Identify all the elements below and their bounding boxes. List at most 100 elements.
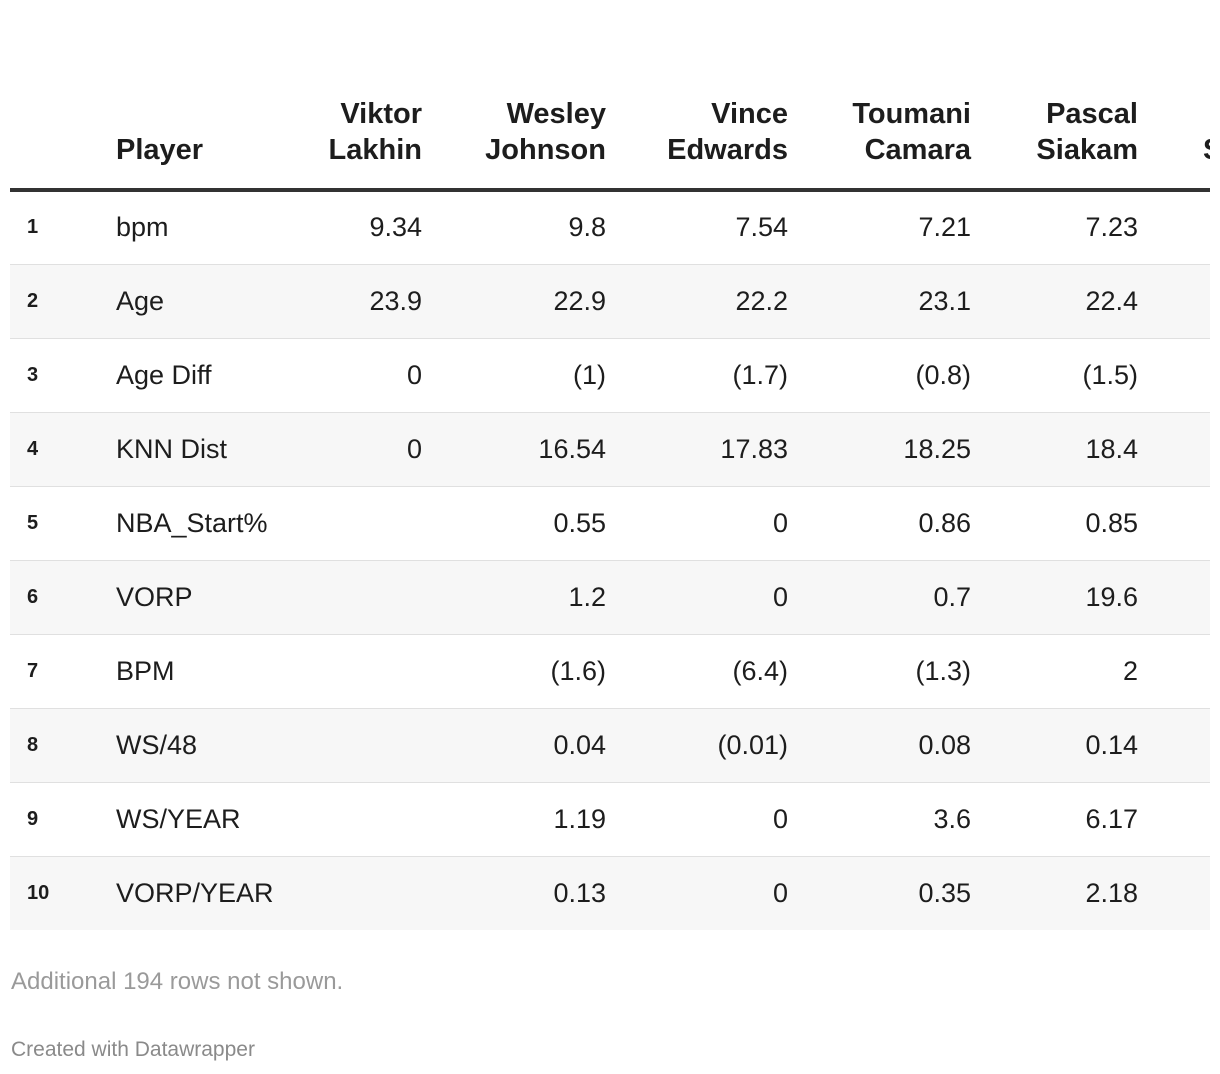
cell-viktor-lakhin (260, 782, 422, 857)
cell-viktor-lakhin (260, 486, 422, 561)
cell-pascal-siakam: 2 (971, 634, 1138, 709)
cell-pascal-siakam: 18.4 (971, 412, 1138, 487)
column-header-pascal-siakam[interactable]: Pascal Siakam (971, 0, 1138, 192)
row-metric-label: VORP/YEAR (116, 877, 274, 908)
cell-viktor-lakhin: 0 (260, 412, 422, 487)
cell-cut-off (1138, 338, 1210, 413)
row-rank: 5 (10, 486, 70, 561)
table-body: 1 bpm 9.34 9.8 7.54 7.21 7.23 2 Age 23.9 22.9 22.2 2… (10, 190, 1210, 930)
cell-wesley-johnson: 0.13 (553, 877, 606, 908)
row-metric-label: KNN Dist (70, 412, 260, 487)
column-header-toumani-camara[interactable]: Toumani Camara (788, 0, 971, 192)
row-metric-label: NBA_Start% (70, 486, 268, 561)
cell-viktor-lakhin: 23.9 (260, 264, 422, 339)
datawrapper-credit[interactable]: Created with Datawrapper (11, 1038, 255, 1061)
cell-toumani-camara: 7.21 (788, 190, 971, 265)
cell-cut-off (1138, 412, 1210, 487)
cell-wesley-johnson: 1.19 (422, 782, 606, 857)
cell-cut-off (1138, 190, 1210, 265)
table-row: 10 VORP/YEAR 0.13 0 0.35 2.18 (10, 856, 1210, 930)
row-metric-label: WS/48 (70, 708, 260, 783)
row-rank: 7 (10, 634, 70, 709)
row-rank: 2 (10, 264, 70, 339)
cell-wesley-johnson: 9.8 (422, 190, 606, 265)
row-rank: 10 (27, 881, 50, 904)
cell-toumani-camara: 18.25 (788, 412, 971, 487)
cell-pascal-siakam: 2.18 (1085, 877, 1138, 908)
cell-cut-off (1138, 782, 1210, 857)
cell-wesley-johnson: (1) (422, 338, 606, 413)
cell-cut-off (1138, 856, 1210, 930)
cell-cut-off (1138, 560, 1210, 635)
row-metric-label: VORP (70, 560, 260, 635)
cell-toumani-camara: (0.8) (788, 338, 971, 413)
header-row: Player Viktor Lakhin Wesley Johnson Vinc… (10, 0, 1210, 192)
cell-toumani-camara: (1.3) (788, 634, 971, 709)
row-metric-label: BPM (70, 634, 260, 709)
cell-toumani-camara: 3.6 (788, 782, 971, 857)
cell-wesley-johnson: 0.55 (422, 486, 606, 561)
cell-wesley-johnson: 0.04 (422, 708, 606, 783)
cell-viktor-lakhin: 0 (260, 338, 422, 413)
table-row: 5 NBA_Start% 0.55 0 0.86 0.85 (10, 486, 1210, 561)
cell-vince-edwards: (0.01) (606, 708, 788, 783)
column-header-viktor-lakhin[interactable]: Viktor Lakhin (260, 0, 422, 192)
cell-pascal-siakam: 0.14 (971, 708, 1138, 783)
table-row: 1 bpm 9.34 9.8 7.54 7.21 7.23 (10, 190, 1210, 265)
cell-viktor-lakhin (260, 634, 422, 709)
table-row: 8 WS/48 0.04 (0.01) 0.08 0.14 (10, 708, 1210, 783)
cell-wesley-johnson: (1.6) (422, 634, 606, 709)
cell-viktor-lakhin (260, 708, 422, 783)
cell-vince-edwards: (1.7) (606, 338, 788, 413)
cell-wesley-johnson: 16.54 (422, 412, 606, 487)
table-header: Player Viktor Lakhin Wesley Johnson Vinc… (10, 0, 1210, 192)
table-notes: Additional 194 rows not shown. (11, 968, 344, 995)
table-row: 9 WS/YEAR 1.19 0 3.6 6.17 (10, 782, 1210, 857)
cell-toumani-camara: 0.7 (788, 560, 971, 635)
cell-vince-edwards: 0 (606, 782, 788, 857)
cell-toumani-camara: 0.08 (788, 708, 971, 783)
row-metric-label: WS/YEAR (70, 782, 260, 857)
cell-pascal-siakam: (1.5) (971, 338, 1138, 413)
player-comparison-table: Player Viktor Lakhin Wesley Johnson Vinc… (10, 0, 1210, 930)
row-rank: 3 (10, 338, 70, 413)
column-header-vince-edwards[interactable]: Vince Edwards (606, 0, 788, 192)
cell-pascal-siakam: 22.4 (971, 264, 1138, 339)
row-rank: 9 (10, 782, 70, 857)
rank-column-header[interactable] (10, 0, 70, 192)
row-metric-label: bpm (70, 190, 260, 265)
cell-wesley-johnson: 1.2 (422, 560, 606, 635)
player-column-header[interactable]: Player (70, 0, 260, 192)
cell-vince-edwards: 0 (606, 560, 788, 635)
cell-wesley-johnson: 22.9 (422, 264, 606, 339)
cell-pascal-siakam: 19.6 (971, 560, 1138, 635)
cell-viktor-lakhin (260, 856, 422, 930)
table-row: 6 VORP 1.2 0 0.7 19.6 (10, 560, 1210, 635)
table-row: 7 BPM (1.6) (6.4) (1.3) 2 (10, 634, 1210, 709)
cell-pascal-siakam: 0.85 (971, 486, 1138, 561)
row-metric-label: Age (70, 264, 260, 339)
row-rank: 1 (10, 190, 70, 265)
cell-toumani-camara: 0.86 (788, 486, 971, 561)
row-rank: 6 (10, 560, 70, 635)
comparison-table-container: Player Viktor Lakhin Wesley Johnson Vinc… (10, 0, 1210, 930)
cell-cut-off (1138, 486, 1210, 561)
cell-vince-edwards: 17.83 (606, 412, 788, 487)
table-row: 3 Age Diff 0 (1) (1.7) (0.8) (1.5) (10, 338, 1210, 413)
cell-viktor-lakhin: 9.34 (260, 190, 422, 265)
cell-vince-edwards: (6.4) (606, 634, 788, 709)
cell-cut-off (1138, 634, 1210, 709)
column-header-cut-off[interactable]: S (1138, 0, 1210, 192)
row-rank: 4 (10, 412, 70, 487)
table-row: 4 KNN Dist 0 16.54 17.83 18.25 18.4 (10, 412, 1210, 487)
cell-vince-edwards: 0 (606, 486, 788, 561)
cell-pascal-siakam: 7.23 (971, 190, 1138, 265)
cell-vince-edwards: 0 (772, 877, 788, 908)
row-rank: 8 (10, 708, 70, 783)
cell-viktor-lakhin (260, 560, 422, 635)
row-metric-label: Age Diff (70, 338, 260, 413)
column-header-wesley-johnson[interactable]: Wesley Johnson (422, 0, 606, 192)
cell-cut-off (1138, 708, 1210, 783)
cell-vince-edwards: 7.54 (606, 190, 788, 265)
cell-vince-edwards: 22.2 (606, 264, 788, 339)
